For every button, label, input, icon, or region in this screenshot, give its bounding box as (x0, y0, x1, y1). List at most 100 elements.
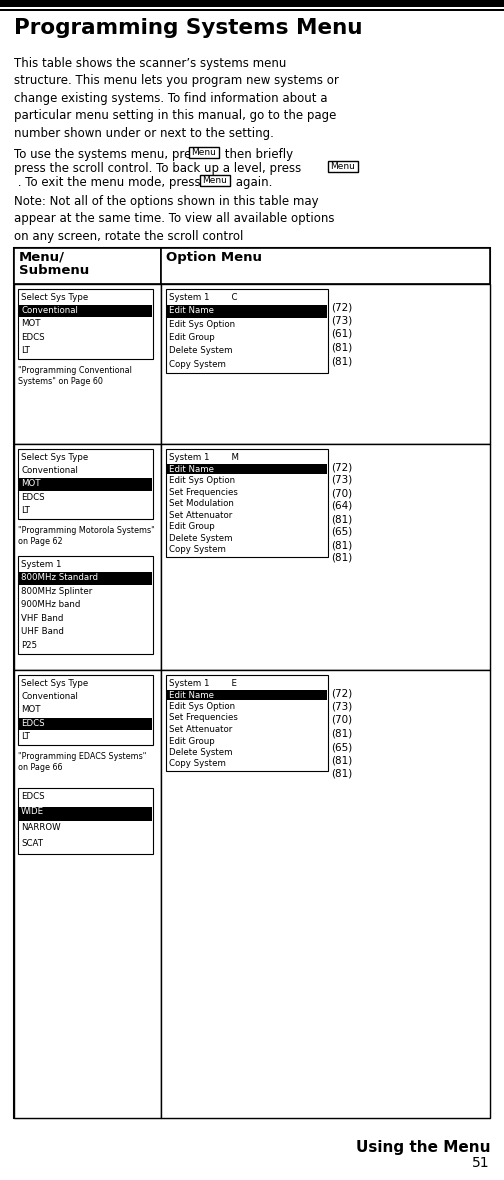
Text: (70): (70) (331, 489, 352, 498)
Text: LT: LT (21, 506, 30, 514)
Text: MOT: MOT (21, 706, 40, 714)
Text: This table shows the scanner’s systems menu
structure. This menu lets you progra: This table shows the scanner’s systems m… (14, 57, 339, 139)
Text: To use the systems menu, press: To use the systems menu, press (14, 148, 207, 160)
Bar (167, 689, 327, 700)
Text: P25: P25 (21, 641, 37, 649)
Text: "Programming Motorola Systems"
on Page 62: "Programming Motorola Systems" on Page 6… (18, 526, 155, 546)
Text: WIDE: WIDE (21, 807, 44, 817)
Text: (81): (81) (331, 514, 352, 524)
Text: Delete System: Delete System (169, 347, 232, 355)
Text: "Programming Conventional
Systems" on Page 60: "Programming Conventional Systems" on Pa… (18, 366, 132, 387)
Text: Select Sys Type: Select Sys Type (21, 293, 88, 302)
Text: "Programming EDACS Systems"
on Page 66: "Programming EDACS Systems" on Page 66 (18, 752, 146, 773)
Text: EDCS: EDCS (21, 333, 45, 341)
Bar (166, 675, 328, 771)
Text: Copy System: Copy System (169, 360, 226, 368)
Bar (0, 9, 504, 11)
Bar (19, 806, 152, 821)
Text: Copy System: Copy System (169, 545, 226, 555)
Text: Set Attenuator: Set Attenuator (169, 725, 232, 734)
Text: . To exit the menu mode, press: . To exit the menu mode, press (14, 176, 205, 189)
Text: (81): (81) (331, 356, 352, 366)
Text: SCAT: SCAT (21, 839, 43, 847)
Text: Edit Sys Option: Edit Sys Option (169, 702, 235, 712)
Bar (167, 464, 327, 474)
Text: (73): (73) (331, 701, 352, 712)
Text: Menu/: Menu/ (19, 251, 65, 264)
Text: System 1        M: System 1 M (169, 453, 239, 463)
Text: Edit Name: Edit Name (169, 307, 214, 315)
Text: MOT: MOT (21, 479, 40, 489)
Text: Option Menu: Option Menu (166, 251, 262, 264)
Text: Programming Systems Menu: Programming Systems Menu (14, 18, 362, 38)
Text: Conventional: Conventional (21, 306, 78, 315)
Text: Edit Group: Edit Group (169, 333, 215, 342)
Text: (72): (72) (331, 688, 352, 699)
Text: 800MHz Splinter: 800MHz Splinter (21, 586, 92, 596)
Text: (72): (72) (331, 302, 352, 312)
Bar (19, 478, 152, 491)
Text: Submenu: Submenu (19, 264, 89, 277)
Text: (64): (64) (331, 502, 352, 511)
Bar (328, 160, 358, 172)
Text: (65): (65) (331, 742, 352, 752)
Text: Conventional: Conventional (21, 693, 78, 701)
Text: MOT: MOT (21, 320, 40, 328)
Text: System 1        C: System 1 C (169, 293, 237, 302)
Bar (19, 572, 152, 585)
Bar (161, 284, 490, 444)
Text: Delete System: Delete System (169, 748, 232, 758)
Text: Using the Menu: Using the Menu (355, 1140, 490, 1155)
Text: Conventional: Conventional (21, 466, 78, 476)
Bar (161, 248, 490, 284)
Text: Edit Sys Option: Edit Sys Option (169, 320, 235, 329)
Text: Menu: Menu (202, 176, 227, 185)
Text: VHF Band: VHF Band (21, 614, 64, 623)
Text: (73): (73) (331, 315, 352, 326)
Bar (166, 450, 328, 557)
Text: (81): (81) (331, 342, 352, 353)
Text: Select Sys Type: Select Sys Type (21, 453, 88, 463)
Text: Edit Group: Edit Group (169, 736, 215, 746)
Text: (81): (81) (331, 769, 352, 779)
Bar (19, 306, 152, 317)
Text: EDCS: EDCS (21, 492, 45, 502)
Text: Note: Not all of the options shown in this table may
appear at the same time. To: Note: Not all of the options shown in th… (14, 195, 335, 243)
Text: Delete System: Delete System (169, 533, 232, 543)
Text: (81): (81) (331, 728, 352, 739)
Bar (18, 788, 153, 854)
Text: LT: LT (21, 732, 30, 741)
Text: Menu: Menu (330, 162, 355, 171)
Text: Set Frequencies: Set Frequencies (169, 487, 238, 497)
Bar (14, 284, 161, 444)
Text: Menu: Menu (191, 148, 216, 157)
Bar (0, 0, 504, 7)
Bar (14, 248, 490, 1117)
Bar (189, 148, 219, 158)
Text: Edit Name: Edit Name (169, 690, 214, 700)
Text: NARROW: NARROW (21, 822, 60, 832)
Bar (18, 556, 153, 654)
Bar (166, 289, 328, 373)
Text: 900MHz band: 900MHz band (21, 601, 80, 609)
Bar (18, 450, 153, 519)
Bar (161, 670, 490, 1117)
Bar (14, 670, 161, 1117)
Text: (65): (65) (331, 527, 352, 537)
Text: EDCS: EDCS (21, 792, 45, 801)
Text: 800MHz Standard: 800MHz Standard (21, 573, 98, 583)
Bar (19, 717, 152, 729)
Bar (14, 444, 161, 670)
Text: (81): (81) (331, 540, 352, 550)
Text: EDCS: EDCS (21, 719, 45, 728)
Text: Set Modulation: Set Modulation (169, 499, 234, 509)
Text: System 1: System 1 (21, 560, 61, 569)
Text: again.: again. (232, 176, 272, 189)
Text: 51: 51 (472, 1156, 490, 1171)
Text: press the scroll control. To back up a level, press: press the scroll control. To back up a l… (14, 162, 301, 175)
Text: (72): (72) (331, 463, 352, 472)
Text: Select Sys Type: Select Sys Type (21, 678, 88, 688)
Bar (14, 248, 161, 284)
Text: Edit Name: Edit Name (169, 465, 214, 473)
Text: Set Attenuator: Set Attenuator (169, 511, 232, 519)
